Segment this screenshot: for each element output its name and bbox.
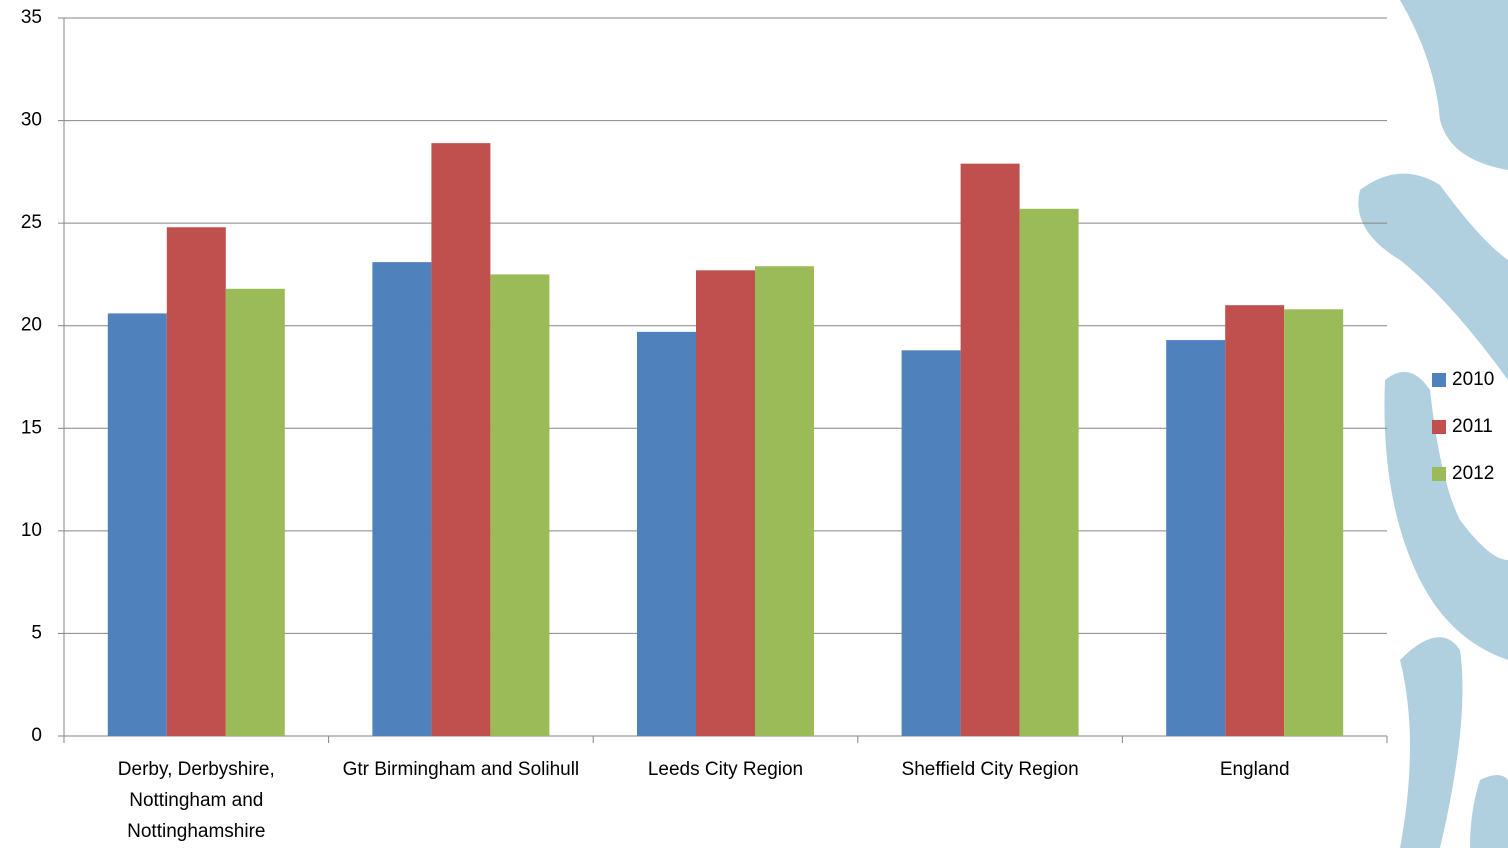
legend-label: 2012	[1452, 463, 1494, 484]
bar	[372, 262, 431, 736]
legend-swatch	[1432, 467, 1446, 481]
bar	[226, 289, 285, 736]
bar	[1020, 209, 1079, 736]
x-tick-label: Gtr Birmingham and Solihull	[336, 754, 586, 785]
bar	[431, 143, 490, 736]
y-tick-label: 0	[31, 725, 42, 746]
x-tick-label: England	[1130, 754, 1380, 785]
chart: 0 5 10 15 20 25 30 35 2010 2011 2012	[0, 0, 1508, 848]
bar	[755, 266, 814, 736]
x-tick-label: Leeds City Region	[601, 754, 851, 785]
y-tick-label: 20	[21, 315, 42, 336]
x-tick-label: Derby, Derbyshire, Nottingham and Nottin…	[71, 754, 321, 847]
y-tick-label: 5	[31, 622, 42, 643]
bar	[902, 350, 961, 736]
legend-swatch	[1432, 373, 1446, 387]
bar	[1225, 305, 1284, 736]
bar	[490, 274, 549, 736]
chart-page: 0 5 10 15 20 25 30 35 2010 2011 2012 Derby, Derbys…	[0, 0, 1508, 848]
bar	[637, 332, 696, 736]
y-tick-label: 15	[21, 417, 42, 438]
x-tick-label: Sheffield City Region	[865, 754, 1115, 785]
bar	[696, 270, 755, 736]
bar	[1166, 340, 1225, 736]
legend-label: 2010	[1452, 369, 1494, 390]
y-tick-label: 30	[21, 110, 42, 131]
bar	[1284, 309, 1343, 736]
bar	[167, 227, 226, 736]
y-tick-label: 25	[21, 212, 42, 233]
y-tick-label: 10	[21, 520, 42, 541]
bar	[108, 313, 167, 736]
bar	[961, 164, 1020, 736]
legend-swatch	[1432, 420, 1446, 434]
y-tick-label: 35	[21, 7, 42, 28]
legend-label: 2011	[1452, 416, 1493, 437]
